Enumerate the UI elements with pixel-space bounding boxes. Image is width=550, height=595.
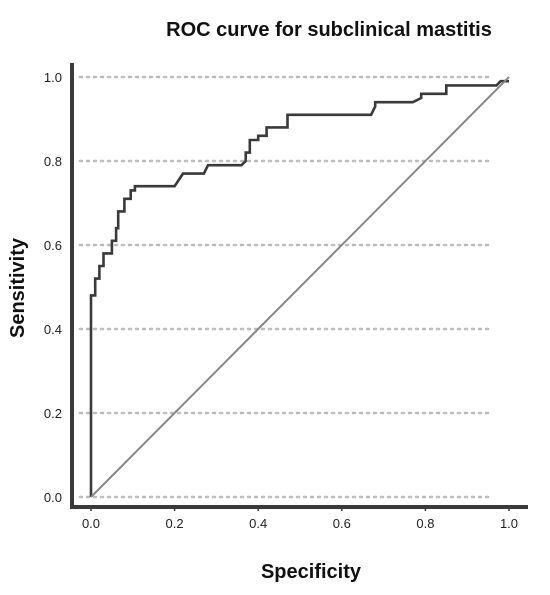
x-tick-label: 0.8	[416, 516, 434, 531]
x-tick-label: 0.0	[82, 516, 100, 531]
y-tick-label: 1.0	[44, 70, 62, 85]
roc-curve-line	[89, 79, 509, 497]
tick-labels: 0.0 0.2 0.4 0.6 0.8 1.0 0.0 0.2 0.4 0.6 0.8 1.0	[44, 70, 518, 531]
chart-title: ROC curve for subclinical mastitis	[166, 19, 492, 41]
y-tick-label: 0.2	[44, 406, 62, 421]
reference-diagonal-line	[90, 76, 510, 498]
axes	[70, 63, 528, 511]
y-tick-label: 0.6	[44, 238, 62, 253]
y-tick-label: 0.4	[44, 322, 62, 337]
x-tick-label: 1.0	[500, 516, 518, 531]
y-tick-label: 0.0	[44, 490, 62, 505]
y-axis-title: Sensitivity	[7, 237, 29, 338]
x-tick-label: 0.6	[333, 516, 351, 531]
x-tick-label: 0.4	[249, 516, 267, 531]
series-layer	[89, 76, 510, 498]
x-tick-label: 0.2	[166, 516, 184, 531]
x-axis-title: Specificity	[261, 561, 362, 583]
gridlines	[78, 75, 492, 499]
y-tick-label: 0.8	[44, 154, 62, 169]
